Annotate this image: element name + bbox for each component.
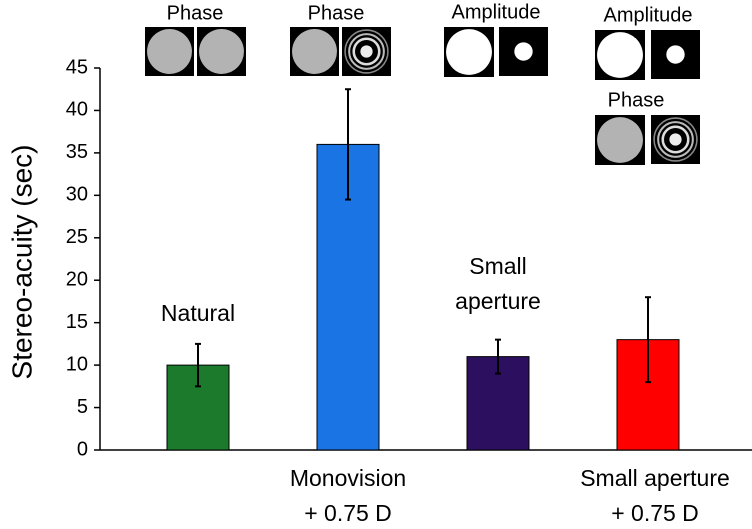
y-tick-label: 5 bbox=[77, 396, 88, 418]
icon-label: Phase bbox=[308, 2, 365, 24]
icon-label: Phase bbox=[608, 89, 665, 111]
category-label: + 0.75 D bbox=[611, 500, 699, 526]
icon-label: Phase bbox=[167, 2, 224, 24]
y-tick-label: 0 bbox=[77, 438, 88, 460]
y-tick-label: 45 bbox=[66, 56, 88, 78]
y-tick-label: 25 bbox=[66, 226, 88, 248]
category-label: aperture bbox=[455, 288, 541, 314]
y-axis-label: Stereo-acuity (sec) bbox=[6, 145, 37, 380]
y-tick-label: 40 bbox=[66, 99, 88, 121]
category-label: Natural bbox=[161, 300, 235, 326]
y-tick-label: 30 bbox=[66, 184, 88, 206]
y-tick-label: 15 bbox=[66, 311, 88, 333]
category-label: Monovision bbox=[290, 465, 406, 491]
category-label: Small aperture bbox=[580, 465, 730, 491]
category-label: + 0.75 D bbox=[304, 500, 392, 526]
icon-label: Amplitude bbox=[604, 4, 693, 26]
y-tick-label: 35 bbox=[66, 141, 88, 163]
icon-label: Amplitude bbox=[452, 1, 541, 23]
y-tick-label: 10 bbox=[66, 353, 88, 375]
y-tick-label: 20 bbox=[66, 269, 88, 291]
category-label: Small bbox=[469, 253, 527, 279]
